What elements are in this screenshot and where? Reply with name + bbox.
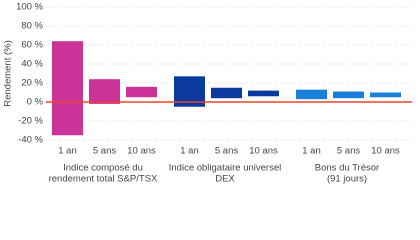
x-tick-label: 5 ans: [93, 146, 116, 157]
x-tick-label: 10 ans: [371, 146, 400, 157]
y-tick-label: -40 %: [18, 135, 43, 146]
y-tick-label: 40 %: [21, 59, 43, 70]
group-label: Indice composé du: [63, 163, 143, 174]
bar: [333, 91, 364, 99]
bar: [296, 89, 327, 100]
y-tick-label: 20 %: [21, 78, 43, 89]
group-label: Indice obligataire universel: [169, 163, 281, 174]
bar: [211, 87, 242, 99]
y-tick-label: 100 %: [16, 2, 43, 13]
x-tick-label: 10 ans: [127, 146, 156, 157]
x-tick-label: 1 an: [58, 146, 77, 157]
y-axis-label: Rendement (%): [3, 40, 14, 107]
chart: Rendement (%) -40 % -20 % 0 % 20 % 40 % 60 % 80…: [3, 2, 412, 184]
bar: [126, 86, 157, 98]
y-tick-label: 60 %: [21, 40, 43, 51]
group-label: (91 jours): [327, 174, 367, 184]
bar: [89, 79, 120, 104]
x-tick-label: 10 ans: [249, 146, 278, 157]
bar: [52, 41, 83, 136]
bar: [248, 90, 279, 97]
x-tick-label: 1 an: [302, 146, 321, 157]
y-tick-label: 0 %: [27, 97, 44, 108]
x-tick-label: 5 ans: [215, 146, 238, 157]
group-label: Bons du Trésor: [315, 163, 379, 174]
x-tick-label: 5 ans: [337, 146, 360, 157]
x-tick-label: 1 an: [180, 146, 199, 157]
y-tick-label: -20 %: [18, 116, 43, 127]
group-label: rendement total S&P/TSX: [49, 174, 158, 184]
bar: [370, 92, 401, 98]
group-label: DEX: [215, 174, 235, 184]
y-tick-label: 80 %: [21, 21, 43, 32]
